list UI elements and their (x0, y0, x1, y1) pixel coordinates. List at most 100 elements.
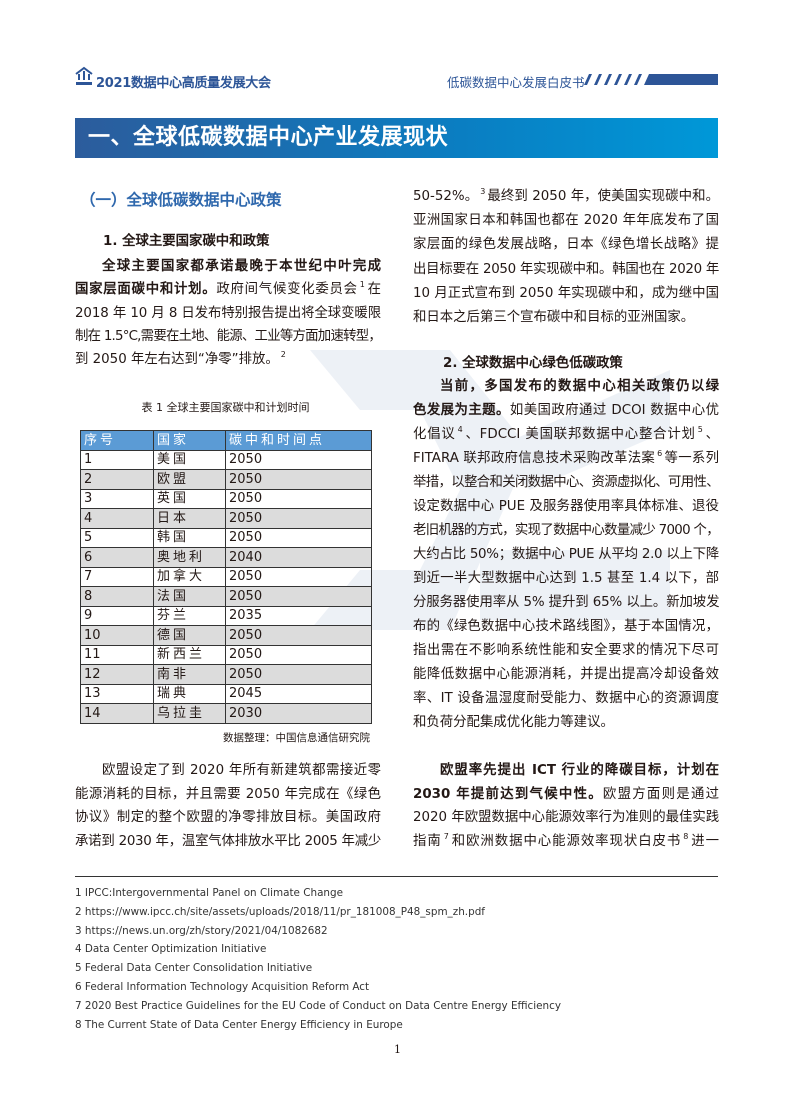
text-span: 化倡议 (413, 427, 456, 442)
text-line: 分服务器使用率从 5% 提升到 65% 以上。新加坡发 (413, 591, 719, 615)
chapter-title-band (75, 118, 718, 158)
text-line: 和负荷分配集成优化能力等建议。 (413, 711, 719, 735)
neutral-year: 2040 (225, 547, 372, 568)
text-span: 2020 年欧盟数据中心能源效率行为准则的最佳实践 (413, 810, 720, 825)
header-stripes-decoration (584, 74, 718, 85)
row-number: 7 (80, 566, 154, 587)
text-line: 亚洲国家日本和韩国也都在 2020 年年底发布了国 (413, 209, 719, 233)
row-number: 5 (80, 527, 154, 548)
table-row: 5 韩国 2050 (80, 527, 372, 548)
text-span: 承诺到 2030 年，温室气体排放水平比 2005 年减少 (75, 833, 381, 849)
text-span: 老旧机器的方式，实现了数据中心数量减少 7000 个， (413, 523, 720, 538)
text-span: 和日本之后第三个宣布碳中和目标的亚洲国家。 (413, 310, 695, 326)
footnote: 1 IPCC:Intergovernmental Panel on Climat… (75, 887, 344, 899)
neutral-year: 2050 (225, 664, 372, 685)
text-span: 进一 (690, 833, 720, 849)
text-line: 布的《绿色数据中心技术路线图》，基于本国情况， (413, 615, 719, 639)
footnote: 3 https://news.un.org/zh/story/2021/04/1… (75, 924, 328, 937)
conference-name: 2021数据中心高质量发展大会 (96, 76, 271, 91)
text-line: 制在 1.5°C,需要在土地、能源、工业等方面加速转型， (75, 325, 382, 348)
text-line: 50-52%。 3 最终到 2050 年，使美国实现碳中和。 (413, 185, 719, 209)
text-span: 出目标要在 2050 年实现碳中和。韩国也在 2020 年 (413, 261, 719, 277)
neutral-year: 2050 (225, 644, 372, 665)
footnotes: 1 IPCC:Intergovernmental Panel on Climat… (75, 884, 561, 1034)
table-row: 11 新西兰 2050 (80, 644, 372, 665)
text-span: 在 (366, 282, 382, 298)
text-line: 10 月正式宣布到 2050 年实现碳中和，成为继中国 (413, 282, 719, 306)
text-span: 当前，多国发布的数据中心相关政策仍以绿 (440, 379, 719, 394)
country: 加拿大 (153, 566, 226, 587)
text-span: FITARA 联邦政府信息技术采购改革法案 (413, 451, 656, 466)
table-row: 6 奥地利 2040 (80, 547, 372, 568)
text-span: 全球主要国家都承诺最晚于本世纪中叶完成 (102, 259, 381, 274)
table-row: 4 日本 2050 (80, 508, 372, 529)
table-header-row: 序号 国家 碳中和时间点 (80, 430, 372, 451)
country: 乌拉圭 (153, 703, 226, 724)
table-row: 12 南非 2050 (80, 664, 372, 685)
text-line: 和日本之后第三个宣布碳中和目标的亚洲国家。 (413, 306, 719, 330)
table-row: 10 德国 2050 (80, 625, 372, 646)
country: 欧盟 (153, 469, 226, 490)
subsection-title-1: 1. 全球主要国家碳中和政策 (103, 234, 270, 249)
footnote-ref: 8 (683, 831, 689, 841)
paragraph: 全球主要国家都承诺最晚于本世纪中叶完成 国家层面碳中和计划。政府间气候变化委员会 1… (75, 255, 382, 371)
text-line: 欧盟设定了到 2020 年所有新建筑都需接近零 (75, 759, 381, 783)
text-span: 50-52%。 (413, 189, 479, 204)
text-line: 欧盟率先提出 ICT 行业的降碳目标，计划在 (413, 759, 719, 783)
neutral-year: 2050 (225, 488, 372, 509)
text-span: 欧盟率先提出 ICT 行业的降碳目标，计划在 (440, 763, 719, 778)
footnote: 4 Data Center Optimization Initiative (75, 943, 267, 956)
row-number: 4 (80, 508, 154, 529)
row-number: 14 (80, 703, 154, 724)
carbon-neutral-table: 序号 国家 碳中和时间点 1 美国 2050 2 欧盟 2050 3 英国 2050 4 日本 205… (80, 430, 372, 724)
footnote: 6 Federal Information Technology Acquisi… (75, 980, 370, 993)
text-span: 到近一半大型数据中心达到 1.5 甚至 1.4 以下，部 (413, 571, 719, 586)
dc-tech-logo-icon (75, 66, 93, 85)
footnote: 7 2020 Best Practice Guidelines for the … (75, 999, 561, 1012)
country: 德国 (153, 625, 226, 646)
table-row: 8 法国 2050 (80, 586, 372, 607)
text-span: 最终到 2050 年，使美国实现碳中和。 (487, 189, 719, 204)
chapter-title: 一、全球低碳数据中心产业发展现状 (88, 125, 449, 150)
page-number: 1 (394, 1043, 401, 1056)
paragraph: 欧盟率先提出 ICT 行业的降碳目标，计划在 2030 年提前达到气候中性。欧盟方… (413, 759, 719, 853)
text-line: 老旧机器的方式，实现了数据中心数量减少 7000 个， (413, 519, 720, 543)
text-line: 指南 7 和欧洲数据中心能源效率现状白皮书 8 进一 (413, 830, 719, 854)
table-source: 数据整理：中国信息通信研究院 (223, 732, 370, 744)
country: 英国 (153, 488, 226, 509)
text-span: 、FDCCI 美国联邦数据中心整合计划 (464, 427, 696, 442)
country: 南非 (153, 664, 226, 685)
row-number: 11 (80, 644, 154, 665)
neutral-year: 2050 (225, 566, 372, 587)
neutral-year: 2050 (225, 527, 372, 548)
text-span: 制在 1.5°C,需要在土地、能源、工业等方面加速转型， (75, 328, 382, 344)
text-line: 大约占比 50%；数据中心 PUE 从平均 2.0 以上下降 (413, 543, 719, 567)
country: 法国 (153, 586, 226, 607)
text-span: 欧盟方面则是通过 (602, 786, 720, 802)
paragraph: 当前，多国发布的数据中心相关政策仍以绿 色发展为主题。如美国政府通过 DCOI 数… (413, 375, 720, 735)
text-line: 设定数据中心 PUE 及服务器使用率具体标准、退役 (413, 495, 719, 519)
paragraph: 欧盟设定了到 2020 年所有新建筑都需接近零 能源消耗的目标，并且需要 2050… (75, 759, 381, 853)
country: 奥地利 (153, 547, 226, 568)
neutral-year: 2045 (225, 683, 372, 704)
text-line: 2020 年欧盟数据中心能源效率行为准则的最佳实践 (413, 806, 719, 830)
text-line: 化倡议 4 、FDCCI 美国联邦数据中心整合计划 5、 (413, 423, 719, 447)
text-line: 当前，多国发布的数据中心相关政策仍以绿 (413, 375, 719, 399)
text-line: 率、IT 设备温湿度耐受能力、数据中心的资源调度 (413, 687, 719, 711)
footnote: 2 https://www.ipcc.ch/site/assets/upload… (75, 905, 485, 918)
row-number: 9 (80, 605, 154, 626)
row-number: 6 (80, 547, 154, 568)
section-title: （一）全球低碳数据中心政策 (80, 191, 282, 209)
country: 韩国 (153, 527, 226, 548)
text-span: 到 2050 年左右达到“净零”排放。 (75, 352, 279, 368)
text-span: 色发展为主题。 (413, 403, 510, 418)
text-line: 2030 年提前达到气候中性。欧盟方面则是通过 (413, 783, 719, 807)
text-line: 能源消耗的目标，并且需要 2050 年完成在《绿色 (75, 783, 381, 807)
country: 瑞典 (153, 683, 226, 704)
column-header: 国家 (153, 430, 226, 451)
text-line: 出目标要在 2050 年实现碳中和。韩国也在 2020 年 (413, 258, 719, 282)
country: 美国 (153, 449, 226, 470)
text-span: 布的《绿色数据中心技术路线图》，基于本国情况， (413, 619, 719, 634)
country: 新西兰 (153, 644, 226, 665)
text-span: 设定数据中心 PUE 及服务器使用率具体标准、退役 (413, 499, 719, 514)
